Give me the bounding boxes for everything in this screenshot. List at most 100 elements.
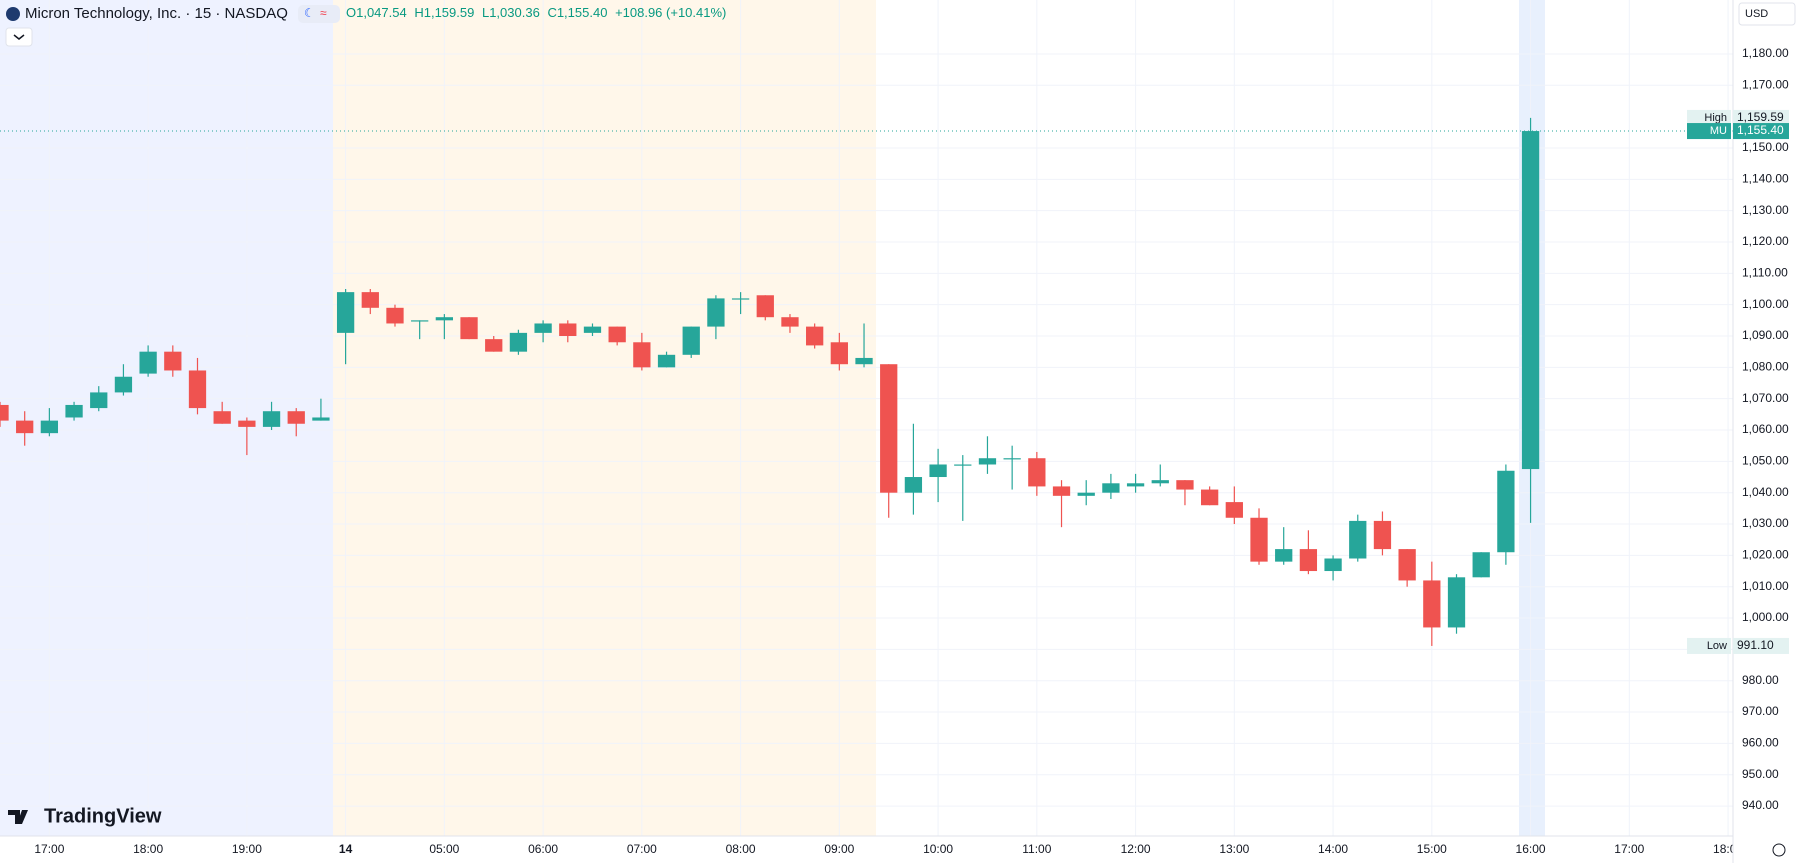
price-tag-name: High (1704, 112, 1727, 124)
y-tick-label: 1,120.00 (1742, 234, 1789, 248)
y-tick-label: 1,040.00 (1742, 485, 1789, 499)
x-tick-label: 14 (339, 842, 353, 856)
collapse-button[interactable] (5, 27, 33, 47)
session-premarket (333, 0, 876, 836)
candle-body (1151, 480, 1169, 484)
candle-body (954, 464, 972, 466)
price-tag (1733, 109, 1789, 126)
y-tick-label: 1,010.00 (1742, 579, 1789, 593)
x-tick-label: 12:00 (1121, 842, 1151, 856)
y-tick-label: 960.00 (1742, 736, 1779, 750)
x-tick-label: 19:00 (232, 842, 262, 856)
candle-body (1077, 492, 1095, 496)
currency-button[interactable] (1738, 2, 1796, 26)
candle-body (90, 392, 108, 409)
grid (0, 0, 1733, 836)
x-tick-label: 08:00 (726, 842, 756, 856)
x-tick-label: 15:00 (1417, 842, 1447, 856)
candle-body (312, 417, 330, 421)
price-tag (1733, 123, 1789, 140)
candle-body (139, 351, 157, 374)
price-tag-name: MU (1710, 125, 1727, 137)
candle-body (880, 364, 898, 493)
ohlc-close: C1,155.40 (547, 5, 607, 20)
status-icon: ≈ (320, 6, 327, 20)
candle-body (1349, 520, 1367, 559)
settings-icon[interactable] (1772, 843, 1786, 857)
candle-body (1497, 470, 1515, 553)
candle-body (583, 326, 602, 333)
candle-body (633, 342, 651, 368)
x-tick-label: 17:00 (1614, 842, 1644, 856)
candle-body (978, 458, 997, 465)
price-tag-label: 1,159.59 (1737, 110, 1784, 124)
y-tick-label: 1,100.00 (1742, 297, 1789, 311)
y-tick-label: 980.00 (1742, 673, 1779, 687)
price-tag-label: 991.10 (1737, 638, 1774, 652)
candle-body (559, 323, 577, 337)
x-tick-label: 14:00 (1318, 842, 1348, 856)
candle-body (1472, 552, 1490, 578)
y-tick-label: 1,070.00 (1742, 391, 1789, 405)
y-tick-label: 970.00 (1742, 704, 1779, 718)
candle-body (781, 317, 799, 327)
logo-icon (8, 810, 28, 824)
candle-body (1225, 502, 1243, 518)
y-tick-label: 1,140.00 (1742, 171, 1789, 185)
x-tick-label: 16:00 (1516, 842, 1546, 856)
candles (0, 117, 1733, 646)
candle-body (1176, 480, 1194, 490)
candle-body (1275, 549, 1293, 562)
x-tick-label: 05:00 (429, 842, 459, 856)
candle-body (682, 326, 700, 355)
currency-label: USD (1745, 8, 1768, 20)
y-tick-label: 1,110.00 (1742, 266, 1788, 280)
x-tick-label: 11:00 (1022, 842, 1051, 856)
x-tick-label: 18:00 (133, 842, 163, 856)
candle-body (485, 339, 503, 352)
price-tag-name: Low (1707, 640, 1727, 652)
candle-body (534, 323, 552, 333)
candle-body (509, 332, 528, 352)
candle-body (164, 351, 182, 371)
candle-body (1102, 483, 1120, 493)
symbol-icon (6, 7, 20, 21)
x-tick-label: 09:00 (824, 842, 854, 856)
ohlc-low: L1,030.36 (482, 5, 540, 20)
y-tick-label: 1,130.00 (1742, 203, 1789, 217)
candle-body (0, 404, 9, 421)
candle-body (1398, 549, 1416, 581)
logo-text: TradingView (44, 805, 162, 827)
candle-body (1521, 131, 1540, 470)
y-tick-label: 950.00 (1742, 767, 1779, 781)
x-tick-label: 07:00 (627, 842, 657, 856)
candle-body (1003, 458, 1021, 460)
candle-body (114, 376, 133, 393)
y-tick-label: 1,020.00 (1742, 548, 1789, 562)
y-tick-label: 1,170.00 (1742, 77, 1789, 91)
candle-body (929, 464, 947, 478)
symbol-title: Micron Technology, Inc. · 15 · NASDAQ (25, 5, 288, 22)
candle-body (16, 420, 34, 434)
y-tick-label: 1,000.00 (1742, 610, 1789, 624)
x-tick-label: 13:00 (1219, 842, 1249, 856)
candle-body (731, 298, 750, 300)
y-tick-label: 1,060.00 (1742, 422, 1789, 436)
ohlc-high: H1,159.59 (414, 5, 474, 20)
collapse-icon (13, 34, 25, 40)
candle-body (1423, 580, 1441, 628)
candle-body (1028, 458, 1046, 487)
price-tag-name-bg (1687, 637, 1731, 654)
candle-body (1250, 517, 1268, 562)
candle-body (1299, 549, 1318, 572)
candle-body (1201, 489, 1219, 506)
x-tick-label: 10:00 (923, 842, 953, 856)
candle-body (65, 404, 83, 418)
ohlc-open: O1,047.54 (346, 5, 407, 20)
candle-body (1126, 483, 1145, 487)
status-badge (298, 5, 340, 23)
price-tag (1733, 637, 1789, 654)
